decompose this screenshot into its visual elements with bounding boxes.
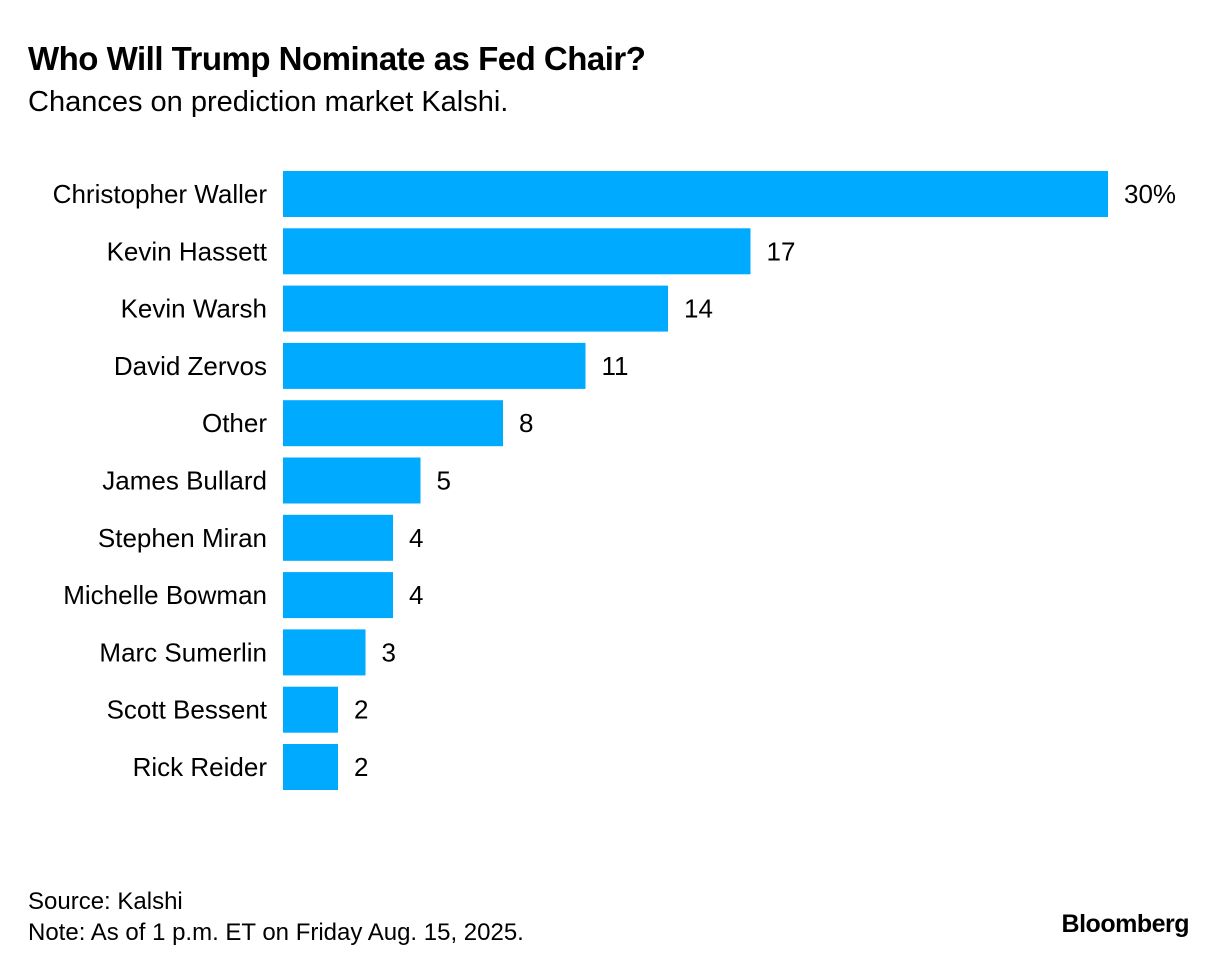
- category-label: Marc Sumerlin: [99, 637, 267, 667]
- value-label: 11: [602, 351, 629, 381]
- value-label: 5: [437, 466, 451, 496]
- bar-chart: Christopher Waller 30% Kevin Hassett 17 Kevi…: [53, 171, 1176, 790]
- value-label: 4: [409, 523, 423, 553]
- value-label: 14: [684, 294, 713, 324]
- chart-subtitle: Chances on prediction market Kalshi.: [28, 86, 509, 118]
- value-label: 2: [354, 695, 368, 725]
- bar: [283, 457, 421, 504]
- chart-title: Who Will Trump Nominate as Fed Chair?: [28, 40, 646, 77]
- source-note: Source: Kalshi: [28, 888, 183, 915]
- bar: [283, 400, 503, 447]
- bar: [283, 342, 586, 389]
- bar: [283, 572, 393, 619]
- bar: [283, 285, 668, 332]
- bar: [283, 744, 338, 790]
- value-label: 4: [409, 580, 423, 610]
- category-label: Kevin Hassett: [107, 236, 268, 266]
- footer: Source: Kalshi Note: As of 1 p.m. ET on …: [28, 886, 524, 948]
- value-label: 2: [354, 752, 368, 782]
- value-label: 8: [519, 408, 533, 438]
- bar: [283, 629, 366, 676]
- value-label: 17: [767, 236, 796, 266]
- category-label: Other: [202, 408, 267, 438]
- category-label: Kevin Warsh: [121, 294, 267, 324]
- bar: [283, 171, 1108, 217]
- category-label: Scott Bessent: [107, 695, 268, 725]
- bar: [283, 228, 751, 275]
- category-label: Rick Reider: [133, 752, 268, 782]
- value-label: 3: [382, 637, 396, 667]
- category-label: Michelle Bowman: [63, 580, 267, 610]
- category-label: David Zervos: [114, 351, 267, 381]
- bar: [283, 686, 338, 733]
- category-label: Stephen Miran: [98, 523, 267, 553]
- date-note: Note: As of 1 p.m. ET on Friday Aug. 15,…: [28, 919, 524, 946]
- category-label: James Bullard: [102, 466, 267, 496]
- bar: [283, 514, 393, 561]
- category-label: Christopher Waller: [53, 179, 268, 209]
- bloomberg-logo: Bloomberg: [1061, 910, 1190, 938]
- value-label: 30%: [1124, 179, 1176, 209]
